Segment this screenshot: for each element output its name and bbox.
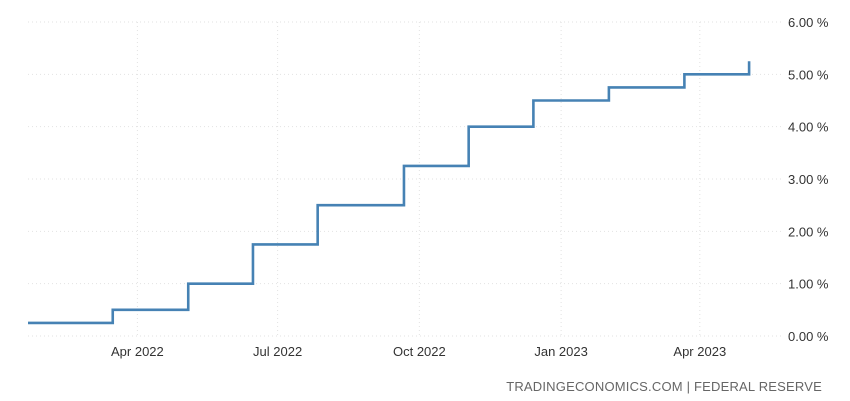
y-tick-label: 4.00 %	[788, 120, 829, 135]
y-tick-label: 3.00 %	[788, 172, 829, 187]
y-tick-label: 6.00 %	[788, 15, 829, 30]
x-tick-label: Apr 2022	[111, 344, 164, 359]
y-tick-label: 0.00 %	[788, 329, 829, 344]
y-tick-label: 5.00 %	[788, 67, 829, 82]
series-layer	[27, 61, 751, 325]
source-label: TRADINGECONOMICS.COM | FEDERAL RESERVE	[506, 379, 822, 394]
x-tick-label: Oct 2022	[393, 344, 446, 359]
grid-lines	[28, 21, 783, 337]
x-axis-ticks: Apr 2022 Jul 2022 Oct 2022 Jan 2023 Apr 2023	[111, 344, 726, 359]
y-tick-label: 1.00 %	[788, 277, 829, 292]
x-tick-label: Jan 2023	[534, 344, 588, 359]
y-tick-label: 2.00 %	[788, 224, 829, 239]
x-tick-label: Jul 2022	[253, 344, 302, 359]
x-tick-label: Apr 2023	[673, 344, 726, 359]
y-axis-ticks: 0.00 % 1.00 % 2.00 % 3.00 % 4.00 % 5.00 % 6.00…	[788, 15, 829, 344]
